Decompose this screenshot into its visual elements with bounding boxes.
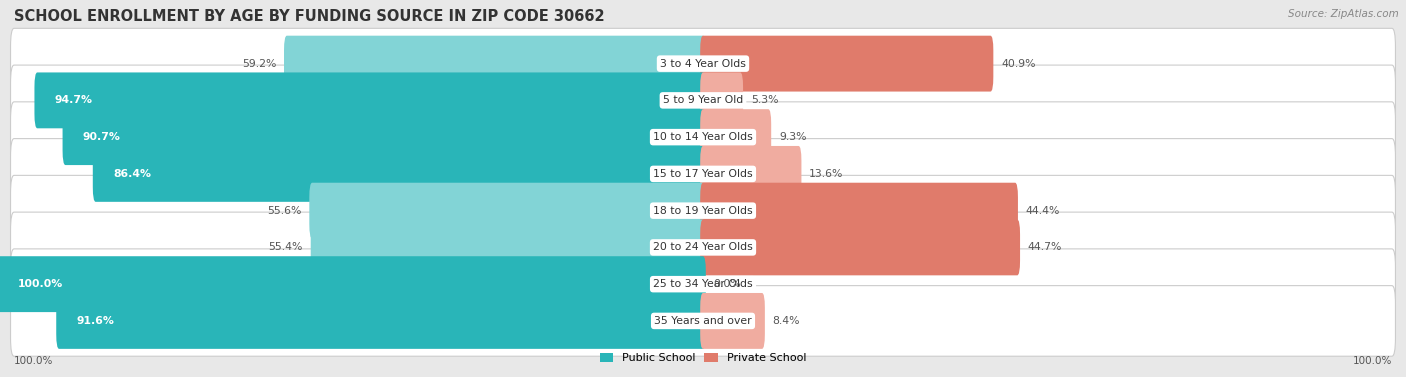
Text: 91.6%: 91.6% [77,316,114,326]
FancyBboxPatch shape [284,36,706,92]
Text: 20 to 24 Year Olds: 20 to 24 Year Olds [654,242,752,253]
FancyBboxPatch shape [10,65,1395,136]
FancyBboxPatch shape [62,109,706,165]
FancyBboxPatch shape [93,146,706,202]
Text: 86.4%: 86.4% [112,169,152,179]
Text: 13.6%: 13.6% [810,169,844,179]
FancyBboxPatch shape [0,256,706,312]
FancyBboxPatch shape [700,219,1021,275]
FancyBboxPatch shape [700,183,1018,239]
Text: 25 to 34 Year Olds: 25 to 34 Year Olds [654,279,752,289]
Legend: Public School, Private School: Public School, Private School [595,348,811,368]
FancyBboxPatch shape [34,72,706,128]
Text: 44.7%: 44.7% [1028,242,1062,253]
Text: 5.3%: 5.3% [751,95,779,106]
Text: 59.2%: 59.2% [242,58,276,69]
FancyBboxPatch shape [700,109,772,165]
FancyBboxPatch shape [700,36,993,92]
FancyBboxPatch shape [10,175,1395,246]
FancyBboxPatch shape [10,139,1395,209]
Text: 18 to 19 Year Olds: 18 to 19 Year Olds [654,205,752,216]
FancyBboxPatch shape [10,212,1395,283]
Text: 100.0%: 100.0% [17,279,63,289]
FancyBboxPatch shape [56,293,706,349]
Text: 44.4%: 44.4% [1026,205,1060,216]
FancyBboxPatch shape [700,293,765,349]
Text: 100.0%: 100.0% [1353,356,1392,366]
FancyBboxPatch shape [700,146,801,202]
FancyBboxPatch shape [10,286,1395,356]
FancyBboxPatch shape [10,249,1395,319]
Text: SCHOOL ENROLLMENT BY AGE BY FUNDING SOURCE IN ZIP CODE 30662: SCHOOL ENROLLMENT BY AGE BY FUNDING SOUR… [14,9,605,25]
Text: 10 to 14 Year Olds: 10 to 14 Year Olds [654,132,752,142]
Text: 55.4%: 55.4% [269,242,304,253]
Text: 40.9%: 40.9% [1001,58,1036,69]
FancyBboxPatch shape [10,28,1395,99]
Text: 3 to 4 Year Olds: 3 to 4 Year Olds [659,58,747,69]
Text: 9.3%: 9.3% [779,132,807,142]
FancyBboxPatch shape [311,219,706,275]
FancyBboxPatch shape [309,183,706,239]
Text: 8.4%: 8.4% [773,316,800,326]
Text: 100.0%: 100.0% [14,356,53,366]
Text: 94.7%: 94.7% [55,95,93,106]
Text: 35 Years and over: 35 Years and over [654,316,752,326]
Text: 15 to 17 Year Olds: 15 to 17 Year Olds [654,169,752,179]
FancyBboxPatch shape [700,72,744,128]
Text: 90.7%: 90.7% [83,132,121,142]
FancyBboxPatch shape [10,102,1395,172]
Text: Source: ZipAtlas.com: Source: ZipAtlas.com [1288,9,1399,20]
Text: 0.0%: 0.0% [713,279,741,289]
Text: 5 to 9 Year Old: 5 to 9 Year Old [662,95,744,106]
Text: 55.6%: 55.6% [267,205,301,216]
